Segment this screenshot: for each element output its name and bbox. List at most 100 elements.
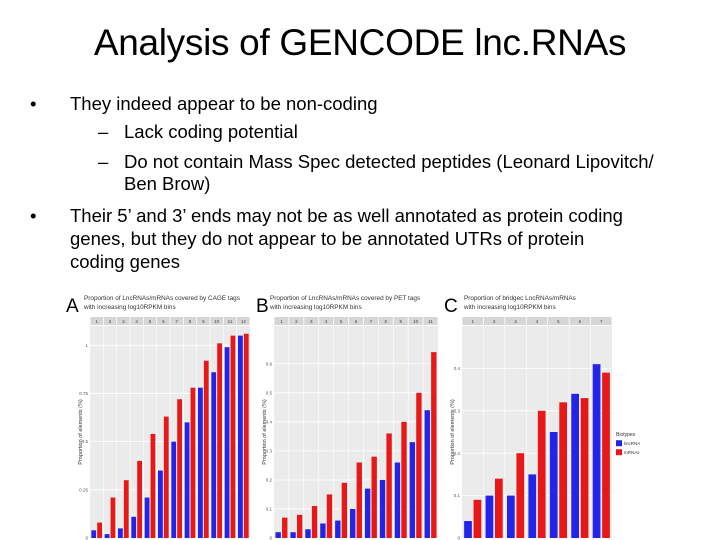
bar-mRNAs-4 [137,460,142,538]
bar-mRNAs-2 [110,497,116,538]
facet-strip [157,317,170,325]
facet-strip [170,317,183,325]
facet-strip [319,317,334,325]
chart-c-bridge: Proportion of bridgec LncRNAs/mRNAs with … [450,295,640,540]
facet-strip-label: 3 [310,319,313,324]
chart-title-line: with increasing log10RPKM bins [463,304,556,311]
facet-strip-label: 12 [241,319,247,324]
bar-lncRNAs-9 [394,462,401,538]
bar-mRNAs-10 [416,392,422,538]
bar-mRNAs-7 [177,399,182,538]
sub-bullet-text: Lack coding potential [124,121,298,142]
facet-strip-label: 8 [385,319,388,324]
bullet-glyph: • [30,93,37,114]
legend-item-label: lincRNAs [624,441,640,446]
facet-strip-label: 1 [280,319,283,324]
y-tick-label: 0.1 [266,507,273,512]
bar-mRNAs-6 [356,462,362,538]
facet-strip-label: 4 [325,319,328,324]
bar-lncRNAs-2 [104,534,110,538]
bar-lncRNAs-8 [184,422,190,538]
bar-lincRNAs-3 [507,495,515,538]
bullet-glyph: • [30,205,37,226]
bar-mRNAs-5 [559,402,567,538]
bar-mRNAs-7 [371,456,377,538]
facet-strip-label: 4 [536,319,539,324]
y-tick-label: 0.3 [454,408,461,413]
bar-mRNAs-4 [537,410,546,538]
bar-mRNAs-2 [296,514,303,538]
y-tick-label: 0.5 [266,390,273,395]
facet-strip-label: 7 [370,319,373,324]
bar-lncRNAs-12 [238,335,243,538]
y-tick-label: 0.2 [454,451,461,456]
plot-panel [462,326,612,538]
bar-lncRNAs-2 [290,532,296,538]
facet-strip [117,317,130,325]
bar-mRNAs-10 [217,343,222,538]
legend-item-label: mRNAs [624,450,640,455]
facet-strip-label: 1 [95,319,98,324]
bar-lncRNAs-5 [335,520,341,538]
panel-label-b: B [256,296,269,317]
facet-strip-label: 8 [189,319,192,324]
bullet-text-cont: genes, but they do not appear to be anno… [70,228,585,249]
facet-strip [363,317,378,325]
facet-strip [103,317,117,325]
chart-title-line: with increasing log10RPKM bins [83,304,176,311]
facet-strip [378,317,393,325]
facet-strip-label: 11 [228,319,233,324]
y-tick-label: 1 [85,343,88,348]
bar-mRNAs-4 [326,494,333,538]
bar-lncRNAs-4 [131,516,137,538]
bar-lncRNAs-6 [158,470,163,538]
facet-strip-label: 5 [557,319,560,324]
bar-mRNAs-1 [282,517,288,538]
bar-mRNAs-9 [401,421,407,538]
facet-strip [393,317,408,325]
y-tick-label: 0.5 [82,439,89,444]
facet-strip [197,317,210,325]
facet-strip [334,317,349,325]
bullet-text-cont: coding genes [70,251,181,272]
bar-lncRNAs-8 [379,479,386,538]
y-axis-label: Proportion of elements (%) [450,399,456,465]
facet-strip-label: 5 [340,319,343,324]
chart-b-pet: Proportion of LncRNAs/mRNAs covered by P… [262,295,438,540]
facet-strip-label: 3 [514,319,517,324]
bar-mRNAs-3 [123,480,129,538]
bar-mRNAs-1 [97,522,102,538]
facet-strip [223,317,237,325]
bar-lncRNAs-10 [409,442,416,538]
bar-mRNAs-2 [495,478,503,538]
y-tick-label: 0.3 [266,448,273,453]
bar-lncRNAs-1 [91,530,97,538]
sub-bullet-text-cont: Ben Brow) [124,173,211,194]
slide-title: Analysis of GENCODE lnc.RNAs [93,22,627,63]
y-tick-label: 0.4 [266,419,273,424]
bar-mRNAs-5 [341,482,348,538]
bar-mRNAs-1 [473,499,482,538]
bar-mRNAs-11 [230,335,236,538]
facet-strip-label: 11 [428,319,433,324]
bar-mRNAs-11 [431,352,437,538]
facet-strip-label: 6 [579,319,582,324]
bar-lncRNAs-6 [350,508,356,538]
facet-strip-label: 10 [413,319,419,324]
panel-label-c: C [444,296,458,317]
bar-lncRNAs-3 [305,529,311,538]
bullet-text: They indeed appear to be non-coding [70,93,378,114]
bar-lncRNAs-1 [275,532,281,538]
bar-lncRNAs-5 [144,497,150,538]
chart-title-line: with increasing log10RPKM bins [269,304,362,311]
bar-mRNAs-3 [516,453,525,538]
facet-strip [505,317,526,325]
y-axis-label: Proportion of elements (%) [262,399,268,465]
legend-title: Biotypes [616,432,636,438]
bar-lncRNAs-4 [320,523,326,538]
y-tick-label: 0.75 [79,391,88,396]
facet-strip [90,317,103,325]
y-tick-label: 0.4 [454,366,461,371]
facet-strip [130,317,143,325]
facet-strip [348,317,364,325]
